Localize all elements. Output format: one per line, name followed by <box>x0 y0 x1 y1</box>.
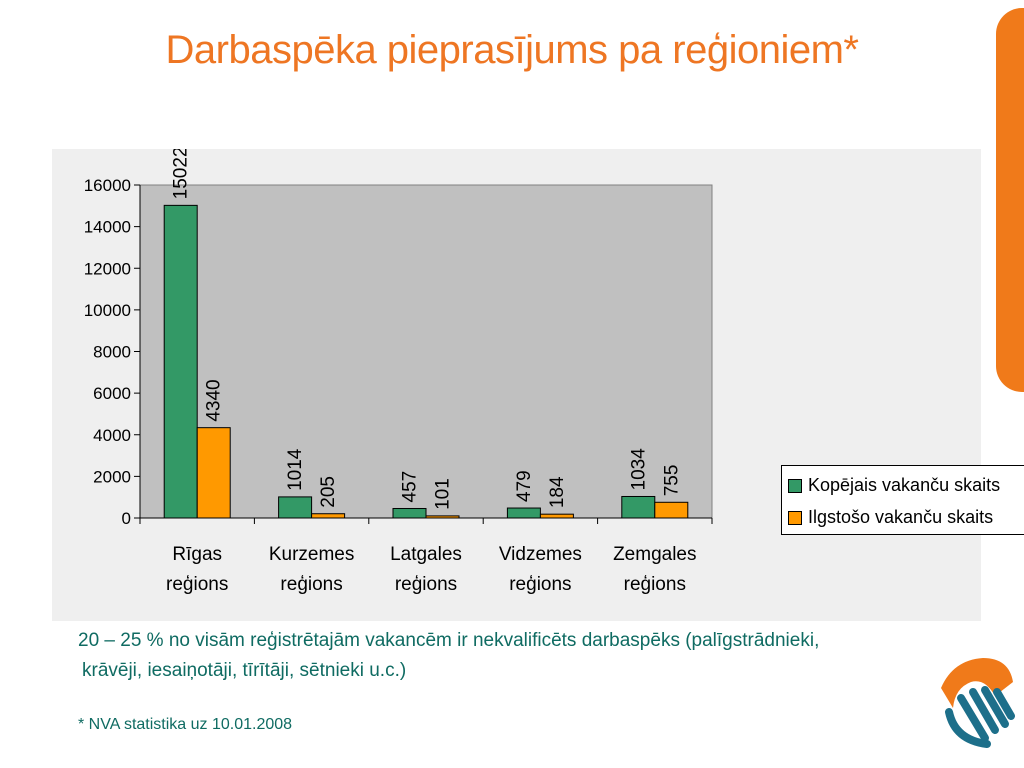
bar-value-label: 184 <box>547 476 568 508</box>
x-category-label: reģions <box>280 574 342 595</box>
y-tick-label: 12000 <box>84 259 131 278</box>
chart-panel: 0 2000 4000 6000 8000 10000 12000 14000 16000 Rīg… <box>52 149 1024 621</box>
y-tick-label: 0 <box>122 509 131 528</box>
bar-total <box>392 507 427 519</box>
legend-item-longterm: Ilgstošo vakanču skaits <box>788 507 993 528</box>
bar-value-label: 479 <box>514 470 535 502</box>
bar-value-label: 457 <box>400 471 421 503</box>
x-category-label: Zemgales <box>613 544 696 565</box>
y-tick-label: 16000 <box>84 176 131 195</box>
bar-longterm <box>654 501 689 519</box>
bar-total <box>506 507 541 519</box>
y-tick-label: 14000 <box>84 218 131 237</box>
x-category-label: Latgales <box>390 544 462 565</box>
legend-label-longterm: Ilgstošo vakanču skaits <box>808 507 994 527</box>
bar-value-label: 205 <box>318 476 339 508</box>
y-tick-label: 2000 <box>93 467 131 486</box>
chart-legend: Kopējais vakanču skaits Ilgstošo vakanču… <box>781 465 1024 535</box>
legend-item-total: Kopējais vakanču skaits <box>788 475 1000 496</box>
bar-value-label: 755 <box>661 465 682 497</box>
page-title: Darbaspēka pieprasījums pa reģioniem* <box>165 28 859 72</box>
footnote-line-1: 20 – 25 % no visām reģistrētajām vakancē… <box>78 630 820 651</box>
bar-value-label: 1014 <box>285 448 306 491</box>
side-accent-tab <box>996 8 1024 392</box>
bar-total <box>163 204 198 519</box>
bar-value-label: 101 <box>433 478 454 510</box>
x-category-label: reģions <box>395 574 457 595</box>
bar-chart: 0 2000 4000 6000 8000 10000 12000 14000 16000 Rīg… <box>84 149 713 595</box>
bar-longterm <box>311 513 346 519</box>
legend-swatch-longterm <box>788 510 802 525</box>
bar-longterm <box>539 513 574 519</box>
bar-value-label: 4340 <box>204 379 225 421</box>
x-category-label: Vidzemes <box>499 544 582 565</box>
x-category-label: reģions <box>624 574 686 595</box>
legend-swatch-total <box>788 478 802 493</box>
x-category-label: reģions <box>509 574 571 595</box>
bar-value-label: 1034 <box>628 448 649 491</box>
footnote-line-2: krāvēji, iesaiņotāji, tīrītāji, sētnieki… <box>82 660 407 681</box>
x-category-label: Kurzemes <box>269 544 355 565</box>
y-tick-label: 8000 <box>93 343 131 362</box>
source-note: * NVA statistika uz 10.01.2008 <box>78 716 293 733</box>
x-category-label: Rīgas <box>172 544 222 565</box>
plot-area <box>139 184 713 519</box>
legend-label-total: Kopējais vakanču skaits <box>808 475 1001 495</box>
bar-value-label: 15022 <box>171 149 192 199</box>
bar-longterm <box>196 427 231 519</box>
y-tick-label: 10000 <box>84 301 131 320</box>
bar-longterm <box>425 515 460 519</box>
bar-total <box>621 495 656 519</box>
footnote-text: 20 – 25 % no visām reģistrētajām vakancē… <box>78 626 918 686</box>
y-tick-label: 4000 <box>93 426 131 445</box>
bar-total <box>278 496 313 519</box>
y-tick-label: 6000 <box>93 384 131 403</box>
organization-logo <box>941 658 1015 748</box>
x-category-label: reģions <box>166 574 228 595</box>
